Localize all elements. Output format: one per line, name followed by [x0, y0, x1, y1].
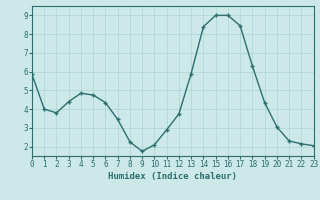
X-axis label: Humidex (Indice chaleur): Humidex (Indice chaleur) [108, 172, 237, 181]
